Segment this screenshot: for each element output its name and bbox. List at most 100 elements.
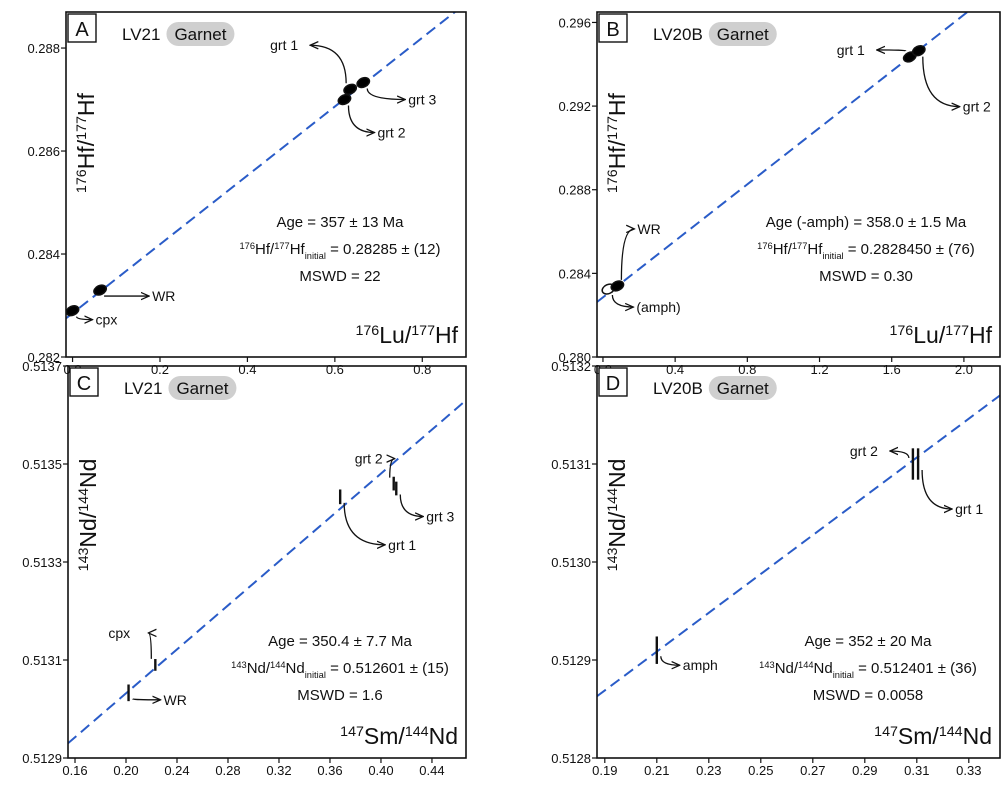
mineral-badge xyxy=(708,22,777,46)
superscript: 177 xyxy=(605,116,621,140)
mineral-name: Garnet xyxy=(176,379,228,398)
panel: 0.16 0.20 0.24 0.28 0.32 0.36 0.40 0.44 0.5129 0.… xyxy=(22,359,467,778)
superscript: 176 xyxy=(240,241,256,251)
label-arrow xyxy=(611,294,633,307)
y-tick-label: 0.5133 xyxy=(22,555,62,570)
point-label: grt 2 xyxy=(850,443,878,459)
superscript: 176 xyxy=(74,169,90,193)
y-tick-label: 0.284 xyxy=(27,247,60,262)
y-tick-label: 0.292 xyxy=(558,99,591,114)
y-tick-label: 0.5132 xyxy=(551,359,591,374)
superscript: 177 xyxy=(274,241,290,251)
panel: 0.00.40.81.21.62.00.2800.2840.2880.2920.… xyxy=(558,11,1001,377)
x-tick-label: 1.2 xyxy=(810,362,828,377)
y-tick-label: 0.5130 xyxy=(551,555,591,570)
superscript: 177 xyxy=(411,323,435,339)
y-tick-label: 0.5135 xyxy=(22,457,62,472)
mineral-name: Garnet xyxy=(174,25,226,44)
y-tick-label: 0.296 xyxy=(558,15,591,30)
panel: 0.19 0.21 0.23 0.25 0.27 0.29 0.31 0.33 0.5128 0.… xyxy=(551,359,1001,778)
y-tick-label: 0.284 xyxy=(558,266,591,281)
plot-frame xyxy=(65,11,467,358)
text-part: Hf xyxy=(604,93,630,117)
text-part: = 0.512401 ± (36) xyxy=(854,660,977,677)
y-tick-label: 0.288 xyxy=(558,183,591,198)
data-point xyxy=(610,280,625,292)
label-arrow xyxy=(399,494,423,517)
x-axis-label: 176Lu/177Hf xyxy=(889,322,992,348)
x-tick-label: 0.40 xyxy=(368,763,393,778)
x-tick-label: 0.25 xyxy=(748,763,773,778)
label-arrow xyxy=(343,502,385,545)
label-arrow xyxy=(660,656,680,665)
text-part: Hf xyxy=(290,241,306,258)
panel-letter-box xyxy=(598,13,628,43)
text-part: Lu/ xyxy=(379,322,412,348)
annotation-line: Age = 350.4 ± 7.7 Ma xyxy=(268,633,412,650)
text-part: Sm/ xyxy=(364,723,406,749)
mineral-badge xyxy=(168,376,237,400)
subscript: initial xyxy=(822,251,843,261)
text-part: Sm/ xyxy=(898,723,940,749)
x-tick-label: 0.4 xyxy=(238,362,256,377)
annotation-line: MSWD = 22 xyxy=(299,268,380,285)
panel-letter-box xyxy=(67,13,97,43)
superscript: 177 xyxy=(792,241,808,251)
text-part: Nd/ xyxy=(75,511,101,547)
mineral-badge xyxy=(708,376,777,400)
data-point xyxy=(337,93,352,106)
text-part: Nd xyxy=(286,660,305,677)
x-tick-label: 0.16 xyxy=(62,763,87,778)
label-arrow xyxy=(75,317,93,320)
x-axis-label: 147Sm/144Nd xyxy=(340,723,458,749)
text-part: MSWD = 0.30 xyxy=(819,268,913,285)
label-arrow xyxy=(148,633,151,659)
text-part: Hf/ xyxy=(773,241,793,258)
x-tick-label: 0.29 xyxy=(852,763,877,778)
mineral-name: Garnet xyxy=(717,379,769,398)
sample-name: LV21 xyxy=(124,379,162,398)
label-arrow xyxy=(347,105,374,133)
text-part: Nd xyxy=(604,459,630,488)
text-part: = 0.2828450 ± (76) xyxy=(844,241,975,258)
text-part: Hf/ xyxy=(73,139,99,169)
y-tick-label: 0.282 xyxy=(27,350,60,365)
y-tick-label: 0.5137 xyxy=(22,359,62,374)
point-label: grt 1 xyxy=(837,42,865,58)
superscript: 177 xyxy=(945,323,969,339)
label-arrow xyxy=(877,50,907,51)
superscript: 177 xyxy=(74,116,90,140)
annotation-line: MSWD = 0.0058 xyxy=(813,687,923,704)
label-arrow xyxy=(620,229,634,280)
isochron-line xyxy=(68,399,466,745)
subscript: initial xyxy=(833,670,854,680)
x-tick-label: 0.8 xyxy=(738,362,756,377)
superscript: 147 xyxy=(340,724,364,740)
superscript: 143 xyxy=(76,547,92,571)
text-part: Nd xyxy=(75,459,101,488)
x-tick-label: 0.31 xyxy=(904,763,929,778)
text-part: Nd/ xyxy=(247,660,271,677)
point-label: grt 1 xyxy=(955,501,983,517)
x-tick-label: 1.6 xyxy=(883,362,901,377)
superscript: 176 xyxy=(605,169,621,193)
plot-frame xyxy=(596,11,1001,358)
subscript: initial xyxy=(305,670,326,680)
point-label: WR xyxy=(164,692,187,708)
superscript: 176 xyxy=(757,241,773,251)
label-arrow xyxy=(390,459,395,478)
point-label: grt 1 xyxy=(270,37,298,53)
x-tick-label: 0.44 xyxy=(419,763,444,778)
superscript: 143 xyxy=(231,660,247,670)
y-tick-label: 0.288 xyxy=(27,41,60,56)
x-tick-label: 0.21 xyxy=(644,763,669,778)
superscript: 144 xyxy=(76,488,92,512)
superscript: 144 xyxy=(605,488,621,512)
y-axis-label: 176Hf/177Hf xyxy=(73,93,99,194)
y-tick-label: 0.5128 xyxy=(551,751,591,766)
superscript: 143 xyxy=(759,660,775,670)
text-part: = 0.512601 ± (15) xyxy=(326,660,449,677)
x-tick-label: 0.6 xyxy=(326,362,344,377)
point-label: grt 2 xyxy=(377,125,405,141)
